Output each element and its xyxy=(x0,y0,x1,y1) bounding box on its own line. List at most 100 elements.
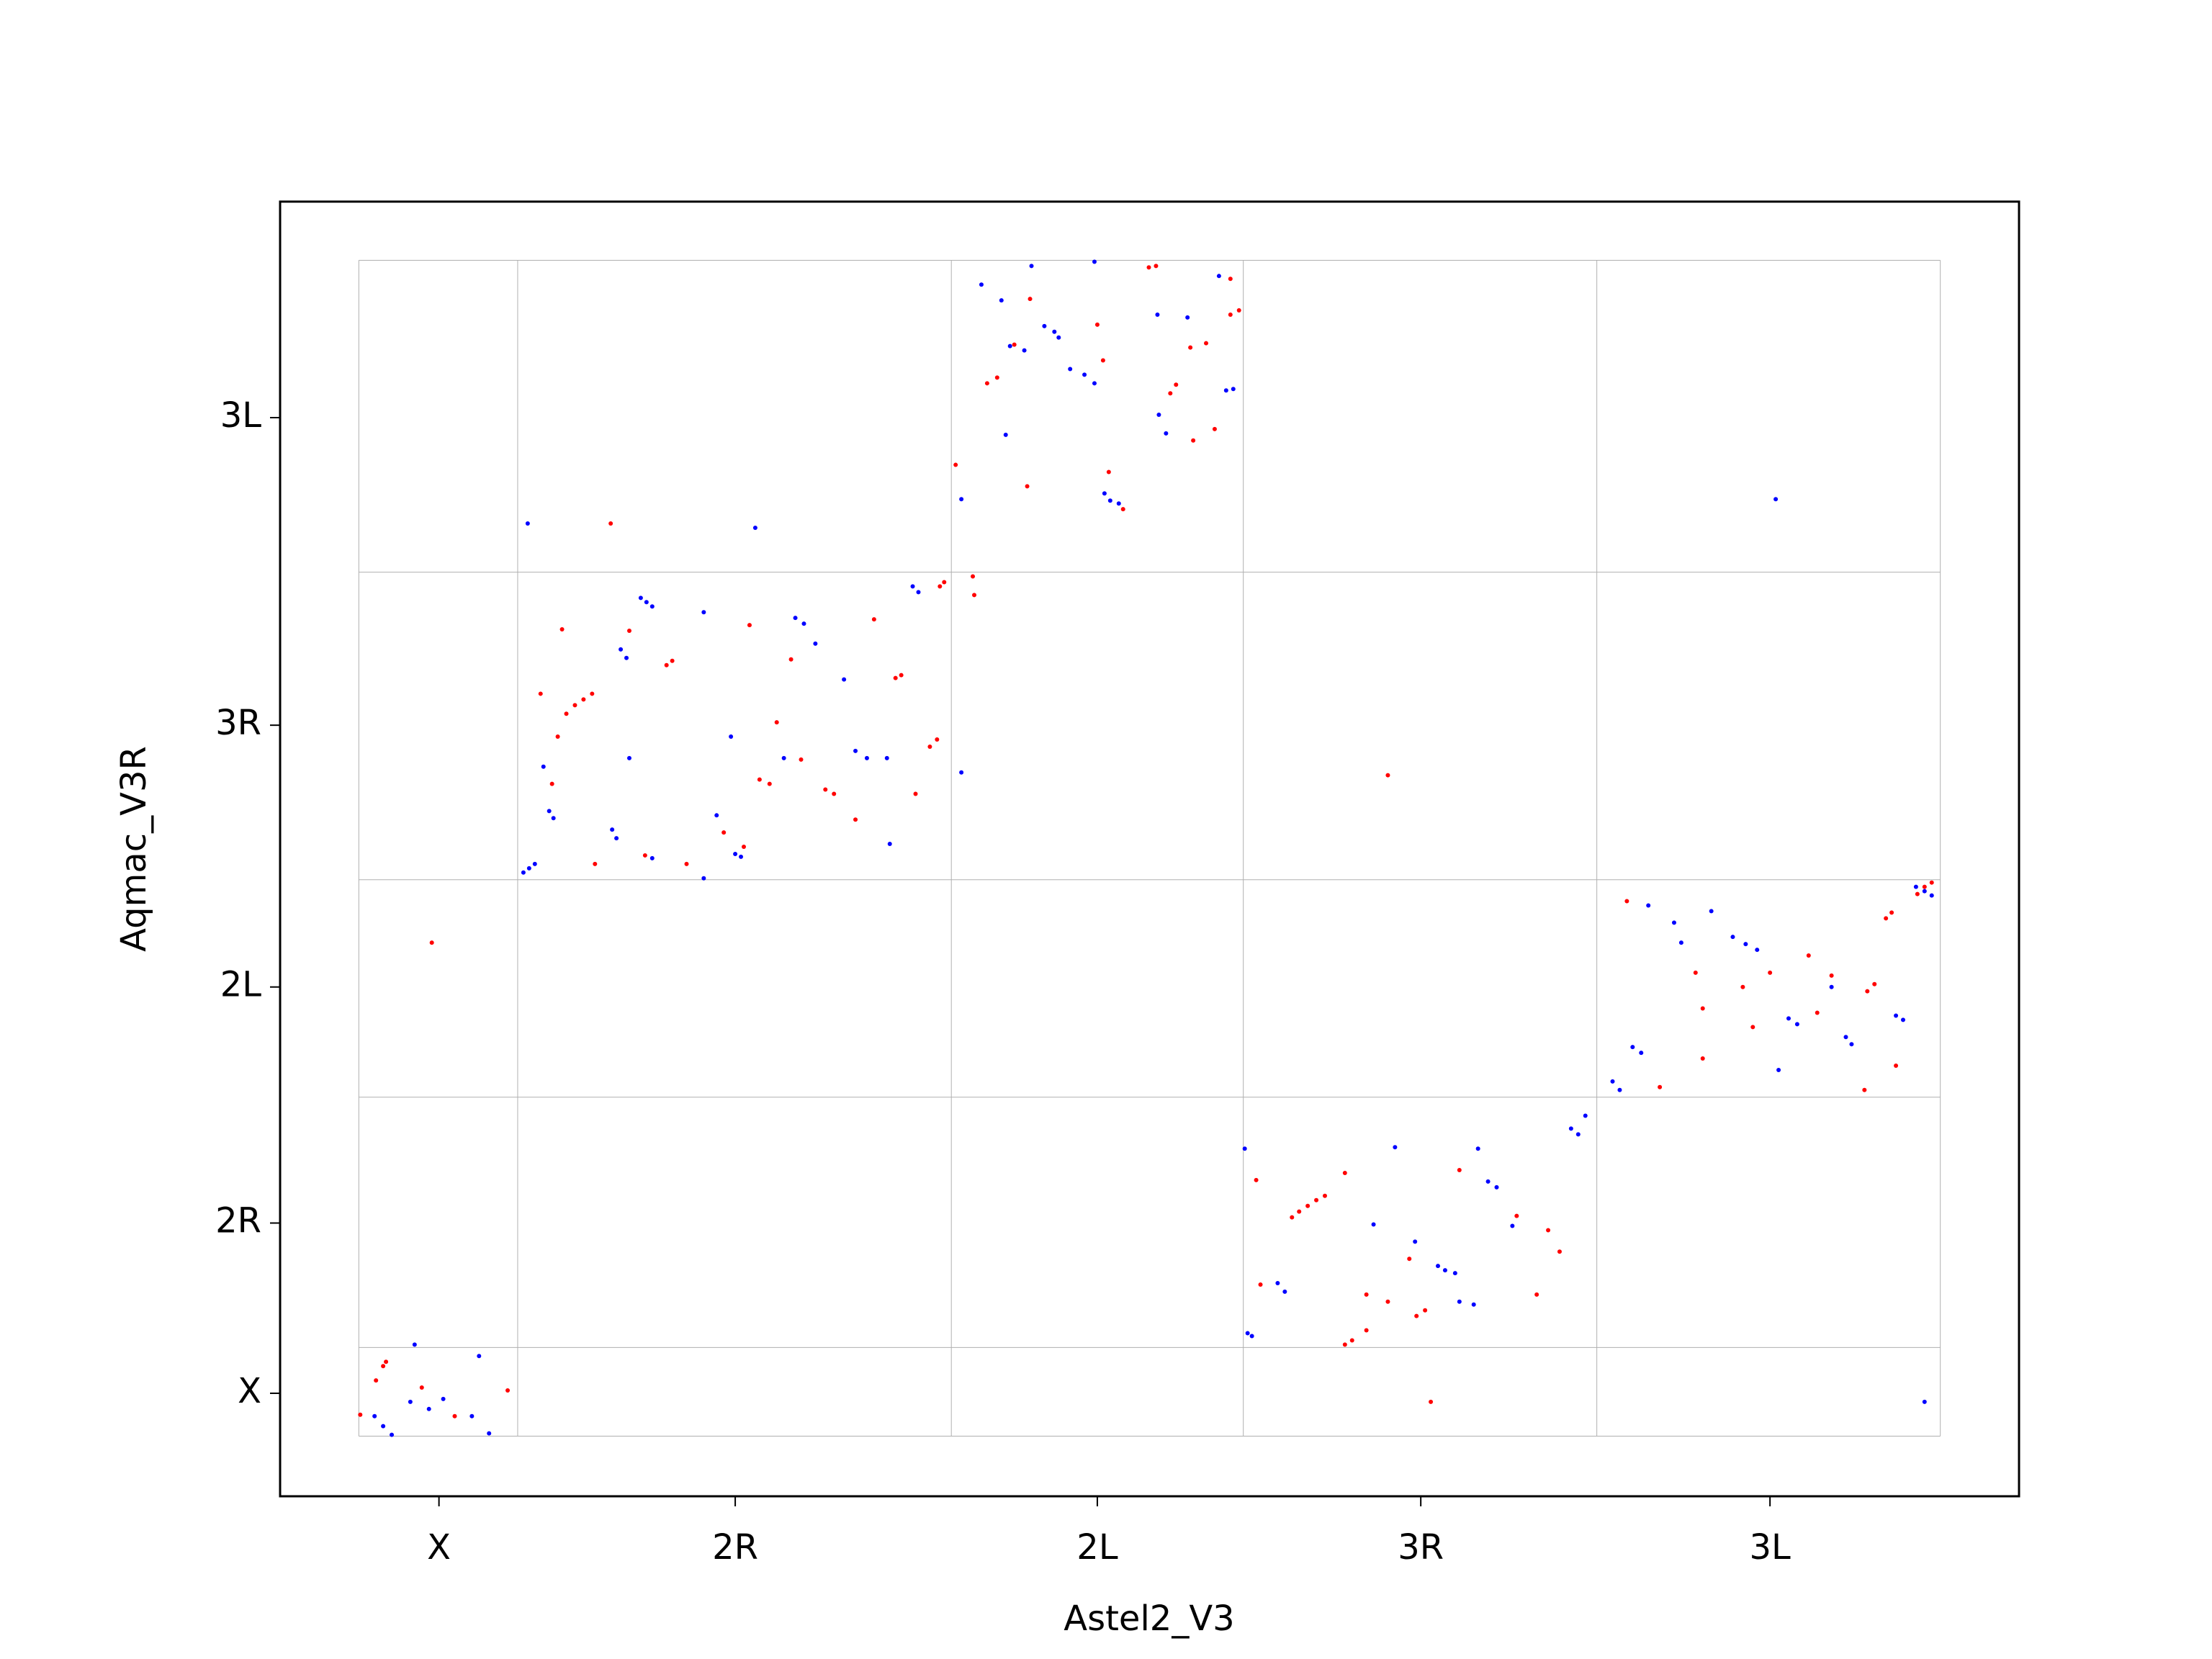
point xyxy=(971,574,976,579)
point xyxy=(1342,1342,1347,1347)
point xyxy=(1901,1017,1905,1022)
point xyxy=(1583,1113,1588,1118)
point xyxy=(1204,341,1209,346)
point xyxy=(823,787,828,792)
point xyxy=(739,854,744,859)
point xyxy=(1700,1006,1705,1011)
point xyxy=(547,809,552,814)
point xyxy=(1884,916,1889,921)
point xyxy=(1862,1087,1867,1092)
point xyxy=(624,655,629,660)
point xyxy=(1223,388,1228,393)
point xyxy=(1915,891,1920,896)
point xyxy=(1709,909,1714,914)
point xyxy=(1156,413,1161,418)
point xyxy=(959,497,964,502)
point xyxy=(1188,345,1193,350)
point xyxy=(1191,438,1196,443)
point xyxy=(813,641,818,646)
point xyxy=(927,744,932,749)
point xyxy=(1371,1222,1376,1227)
point xyxy=(564,711,569,716)
point xyxy=(372,1413,377,1419)
point xyxy=(714,813,719,818)
point xyxy=(1228,276,1233,282)
point xyxy=(1116,501,1121,506)
point xyxy=(1815,1010,1820,1015)
point xyxy=(1305,1203,1310,1208)
point xyxy=(1494,1184,1499,1190)
point xyxy=(441,1396,446,1401)
point xyxy=(1865,989,1870,994)
point xyxy=(619,647,624,652)
x-tick-label: 2L xyxy=(1076,1527,1118,1568)
point xyxy=(469,1413,475,1419)
point xyxy=(593,861,598,866)
point xyxy=(1678,940,1683,945)
point xyxy=(1557,1249,1562,1254)
point xyxy=(1849,1042,1854,1047)
point xyxy=(1639,1051,1644,1056)
point xyxy=(1671,920,1676,925)
point xyxy=(887,842,892,847)
point xyxy=(1003,432,1008,437)
point xyxy=(1154,264,1159,269)
point xyxy=(1082,372,1087,377)
point xyxy=(429,940,434,945)
point xyxy=(684,861,689,866)
point xyxy=(1485,1179,1491,1184)
point xyxy=(1056,335,1061,340)
point xyxy=(1452,1271,1457,1276)
point xyxy=(1575,1132,1581,1137)
point xyxy=(390,1432,395,1437)
point xyxy=(644,600,649,605)
point xyxy=(938,584,943,589)
point xyxy=(381,1424,386,1429)
point xyxy=(1290,1215,1295,1220)
point xyxy=(864,755,869,760)
point xyxy=(752,525,757,530)
point xyxy=(626,755,631,760)
x-tick-label: X xyxy=(427,1527,451,1568)
point xyxy=(525,521,530,526)
point xyxy=(487,1431,492,1436)
point xyxy=(1228,312,1233,317)
point xyxy=(793,616,798,621)
point xyxy=(1275,1280,1280,1285)
y-tick-label: 3R xyxy=(215,703,261,743)
point xyxy=(1092,381,1097,386)
point xyxy=(477,1354,482,1359)
point xyxy=(774,720,779,725)
point xyxy=(384,1359,389,1364)
point xyxy=(1610,1079,1615,1084)
point xyxy=(452,1413,457,1419)
point xyxy=(1740,984,1745,989)
point xyxy=(1022,348,1027,353)
point xyxy=(559,627,565,632)
point xyxy=(1042,323,1047,328)
point xyxy=(1174,382,1179,387)
point xyxy=(1568,1126,1573,1131)
point xyxy=(893,675,898,680)
point xyxy=(742,845,746,850)
point xyxy=(1012,342,1017,347)
point xyxy=(788,657,793,662)
point xyxy=(1107,498,1112,503)
point xyxy=(733,851,738,856)
point xyxy=(1929,880,1934,885)
point xyxy=(581,697,586,702)
point xyxy=(781,755,786,760)
point xyxy=(649,855,655,860)
point xyxy=(532,861,537,866)
point xyxy=(1755,948,1760,953)
point xyxy=(1922,1399,1927,1404)
point xyxy=(1407,1256,1412,1262)
point xyxy=(1514,1213,1519,1218)
point xyxy=(1475,1146,1480,1151)
point xyxy=(799,757,804,762)
point xyxy=(1776,1067,1781,1072)
point xyxy=(1922,889,1927,894)
point xyxy=(664,662,669,667)
point xyxy=(626,629,631,634)
point xyxy=(1282,1289,1287,1294)
